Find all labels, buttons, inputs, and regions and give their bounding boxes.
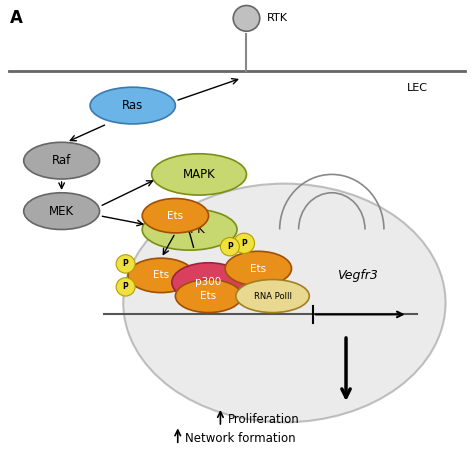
Ellipse shape [142, 198, 209, 233]
Text: RNA PolII: RNA PolII [254, 291, 292, 301]
Text: MAPK: MAPK [182, 168, 216, 181]
Ellipse shape [236, 280, 309, 313]
Ellipse shape [225, 252, 292, 285]
Text: A: A [9, 9, 22, 27]
Text: MEK: MEK [49, 205, 74, 218]
Ellipse shape [128, 258, 194, 293]
Text: LEC: LEC [407, 83, 428, 93]
Text: Vegfr3: Vegfr3 [337, 269, 377, 282]
Ellipse shape [123, 184, 446, 422]
Ellipse shape [24, 193, 100, 230]
Text: RTK: RTK [267, 13, 288, 23]
Circle shape [116, 278, 135, 296]
Circle shape [220, 238, 239, 256]
Text: Ets: Ets [201, 291, 217, 301]
Text: p300: p300 [195, 277, 222, 287]
Text: Ets: Ets [153, 270, 169, 280]
Ellipse shape [152, 154, 246, 195]
Text: P: P [123, 282, 128, 291]
Ellipse shape [90, 87, 175, 124]
Ellipse shape [175, 280, 242, 313]
Ellipse shape [24, 142, 100, 179]
Text: Ets: Ets [167, 211, 183, 221]
Circle shape [116, 255, 135, 273]
Text: P: P [227, 242, 233, 251]
Circle shape [234, 233, 255, 253]
Text: Raf: Raf [52, 154, 71, 167]
Ellipse shape [142, 209, 237, 250]
Circle shape [233, 6, 260, 31]
Text: MAPK: MAPK [173, 223, 206, 236]
Ellipse shape [172, 263, 246, 302]
Text: Ras: Ras [122, 99, 143, 112]
Text: Proliferation: Proliferation [228, 414, 299, 426]
Text: Network formation: Network formation [185, 432, 295, 445]
Text: P: P [123, 259, 128, 269]
Text: Ets: Ets [250, 263, 266, 274]
Text: P: P [241, 239, 247, 248]
